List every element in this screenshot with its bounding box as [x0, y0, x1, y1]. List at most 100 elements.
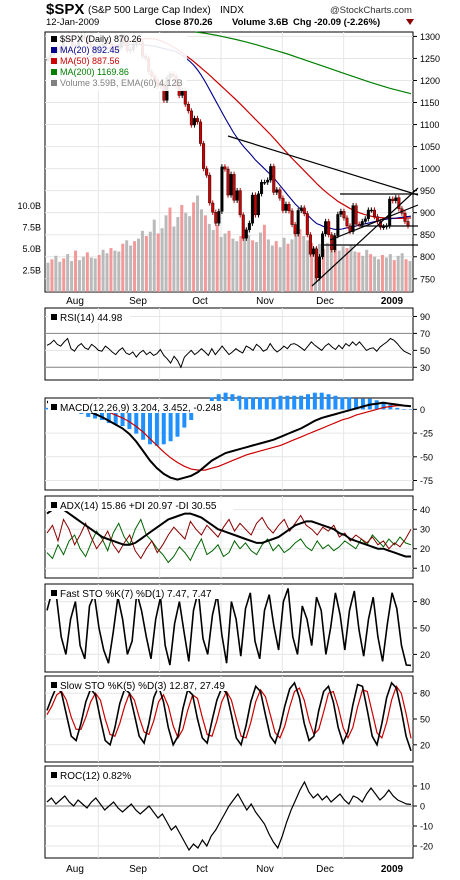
- x-axis-label-0: Aug: [66, 296, 84, 307]
- volume-bar: [211, 229, 215, 292]
- legend-swatch-6: [51, 772, 57, 778]
- x-axis-label-bottom-2: Oct: [192, 864, 208, 875]
- y-tick-label-2-2: -25: [420, 429, 433, 439]
- volume-bar: [74, 250, 78, 292]
- price-body: [305, 213, 309, 235]
- macd-histogram-bar: [381, 401, 386, 410]
- legend-label-price-3: MA(200) 1169.86: [60, 67, 129, 77]
- y-tick-label-0-11: 1300: [420, 32, 440, 42]
- macd-histogram-bar: [168, 409, 173, 442]
- price-body: [186, 104, 190, 112]
- volume-bar: [85, 252, 89, 292]
- y-tick-label-3-0: 10: [420, 564, 430, 574]
- volume-bar: [282, 237, 286, 292]
- price-body: [208, 175, 212, 204]
- panel-title-4: [48, 587, 224, 599]
- volume-bar: [396, 255, 400, 292]
- volume-bar: [207, 223, 211, 292]
- volume-bar: [81, 256, 85, 292]
- volume-bar: [278, 247, 282, 292]
- y-tick-label-0-1: 800: [420, 252, 435, 262]
- macd-histogram-bar: [305, 394, 310, 410]
- volume-bar: [247, 235, 251, 292]
- volume-bar: [306, 240, 310, 292]
- volume-bar: [388, 254, 392, 292]
- macd-histogram-bar: [237, 395, 242, 410]
- macd-histogram-bar: [333, 395, 338, 410]
- macd-histogram-bar: [182, 409, 187, 428]
- macd-histogram-bar: [340, 397, 345, 410]
- y-tick-label-0-7: 1100: [420, 120, 439, 130]
- price-body: [183, 89, 187, 105]
- macd-histogram-bar: [395, 407, 400, 410]
- y-tick-label-6-0: -20: [420, 842, 433, 852]
- macd-histogram-bar: [189, 409, 194, 421]
- x-axis-label-bottom-1: Sep: [129, 864, 147, 875]
- volume-bar: [148, 231, 152, 292]
- volume-bar: [192, 202, 196, 292]
- volume-bar: [46, 262, 50, 292]
- volume-bar: [325, 242, 329, 292]
- price-body: [366, 209, 370, 220]
- volume-bar: [258, 232, 262, 292]
- volume-bar: [365, 249, 369, 292]
- volume-bar: [121, 243, 125, 292]
- legend-swatch-price-4: [51, 80, 57, 86]
- y-tick-label-2-0: -75: [420, 476, 433, 486]
- y-tick-label-1-0: 30: [420, 363, 430, 373]
- panel-title-bg-4: [48, 587, 224, 599]
- trendline-upper: [227, 135, 419, 196]
- slow-sto-k-line: [46, 681, 412, 752]
- price-body: [247, 223, 251, 231]
- volume-bar: [215, 224, 219, 292]
- price-body: [241, 214, 245, 239]
- volume-bar: [219, 236, 223, 292]
- volume-bar: [125, 240, 129, 292]
- y-tick-label-0-0: 750: [420, 274, 435, 284]
- volume-bar: [333, 248, 337, 292]
- y-tick-label-0-2: 850: [420, 230, 435, 240]
- macd-histogram-bar: [326, 394, 331, 410]
- y-tick-label-2-3: 0: [420, 405, 425, 415]
- volume-bar: [369, 254, 373, 292]
- y-tick-label-0-8: 1150: [420, 98, 439, 108]
- legend-label-price-0: $SPX (Daily) 870.26: [60, 34, 142, 44]
- price-body: [192, 118, 196, 126]
- legend-swatch-3: [51, 502, 57, 508]
- y-tick-label-5-2: 80: [420, 689, 430, 699]
- legend-swatch-price-1: [51, 47, 57, 53]
- volume-bar: [286, 243, 290, 292]
- price-body: [336, 214, 340, 236]
- macd-histogram-bar: [86, 409, 91, 417]
- volume-bar: [239, 236, 243, 292]
- price-body: [250, 194, 254, 224]
- price-body: [205, 168, 209, 176]
- price-body: [382, 226, 386, 228]
- price-body: [253, 194, 257, 216]
- macd-histogram-bar: [45, 407, 49, 410]
- macd-histogram-bar: [278, 395, 283, 410]
- price-body: [290, 210, 294, 225]
- price-body: [235, 190, 239, 201]
- y-tick-label-3-2: 30: [420, 525, 430, 535]
- header-date: 12-Jan-2009: [46, 17, 99, 28]
- slow-sto-d-line: [46, 685, 412, 740]
- price-body: [257, 193, 261, 216]
- panel-title-text-6: ROC(12) 0.82%: [60, 771, 131, 782]
- volume-bar: [164, 215, 168, 292]
- price-body: [308, 234, 312, 255]
- y-tick-label-1-2: 70: [420, 329, 430, 339]
- macd-histogram-bar: [113, 409, 118, 425]
- price-body: [217, 211, 221, 224]
- volume-bar: [93, 258, 97, 292]
- y-tick-label-1-3: 90: [420, 312, 430, 322]
- x-axis-label-bottom-3: Nov: [256, 864, 274, 875]
- legend-swatch-price-2: [51, 58, 57, 64]
- price-body: [238, 190, 242, 216]
- y-tick-label-5-1: 50: [420, 715, 430, 725]
- price-body: [296, 210, 300, 235]
- volume-bar: [137, 238, 140, 292]
- y-tick-label-2-1: -50: [420, 452, 433, 462]
- volume-bar: [294, 233, 298, 292]
- x-axis-label-bottom-0: Aug: [66, 864, 84, 875]
